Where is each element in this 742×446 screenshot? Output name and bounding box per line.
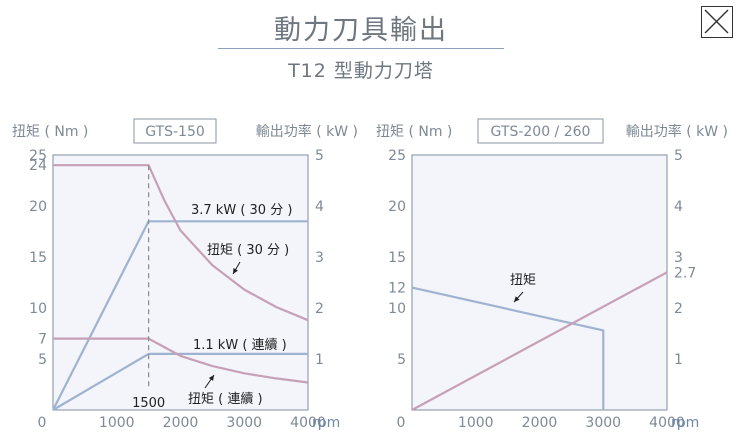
left-tick-label: 25 [29, 148, 47, 164]
left-tick-label: 20 [388, 199, 406, 215]
right-tick-label: 3 [315, 250, 324, 266]
right-tick-label: 1 [674, 352, 683, 368]
x-tick-label: 1000 [99, 415, 135, 431]
plot-area [411, 154, 668, 411]
power-cont-label: 1.1 kW ( 連續 ) [193, 338, 287, 353]
close-button[interactable] [701, 6, 733, 38]
torque-30-arrow-head [233, 268, 238, 274]
chart-panel-2: 扭矩 ( Nm ) GTS-200 / 260 輸出功率 ( kW )2520151… [376, 118, 728, 431]
x-unit-label: rpm [671, 415, 699, 431]
left-tick-label: 5 [397, 352, 406, 368]
right-tick-label: 4 [315, 199, 324, 215]
power-30-label: 3.7 kW ( 30 分 ) [191, 203, 292, 218]
torque-30-label: 扭矩 ( 30 分 ) [207, 243, 289, 258]
torque-cont-arrow-head [208, 375, 214, 381]
right-tick-label: 5 [315, 148, 324, 164]
page-title: 動力刀具輸出 [274, 15, 448, 46]
right-tick-label: 5 [674, 148, 683, 164]
x-tick-label: 0 [397, 415, 406, 431]
left-tick-label: 15 [388, 250, 406, 266]
x-tick-label: 0 [38, 415, 47, 431]
x-tick-label: 2000 [522, 415, 558, 431]
left-axis-label: 扭矩 ( Nm ) [12, 124, 88, 140]
series-line [411, 286, 605, 410]
page-subtitle: T12 型動力刀塔 [288, 60, 434, 82]
x-tick-label: 4000 [649, 415, 685, 431]
base-speed-label: 1500 [132, 396, 165, 411]
torque-cont-label: 扭矩 ( 連續 ) [188, 392, 263, 407]
model-label: GTS-200 / 260 [491, 124, 591, 140]
x-tick-label: 2000 [163, 415, 199, 431]
model-box [133, 118, 217, 144]
left-tick-label: 24 [29, 158, 47, 174]
x-tick-label: 1000 [458, 415, 494, 431]
right-tick-label: 3 [674, 250, 683, 266]
close-icon [704, 9, 729, 34]
x-tick-label: 3000 [226, 415, 262, 431]
right-tick-label: 1 [315, 352, 324, 368]
left-tick-label: 10 [29, 301, 47, 317]
right-axis-label: 輸出功率 ( kW ) [626, 123, 728, 140]
series-line [411, 271, 668, 411]
right-tick-label: 2.7 [674, 265, 696, 281]
left-tick-label: 12 [388, 281, 406, 297]
right-tick-label: 2 [315, 301, 324, 317]
right-tick-label: 4 [674, 199, 683, 215]
model-box [477, 118, 604, 144]
left-tick-label: 5 [38, 352, 47, 368]
right-tick-label: 2 [674, 301, 683, 317]
chart-panel-1: 扭矩 ( Nm ) GTS-150 輸出功率 ( kW )2524201510755… [12, 118, 358, 431]
x-tick-label: 4000 [290, 415, 326, 431]
left-tick-label: 15 [29, 250, 47, 266]
right-axis-label: 輸出功率 ( kW ) [256, 123, 358, 140]
series-line [53, 164, 309, 322]
left-axis-label: 扭矩 ( Nm ) [376, 124, 452, 140]
x-unit-label: rpm [312, 415, 340, 431]
title-divider [218, 48, 504, 49]
series-line [52, 352, 308, 411]
x-tick-label: 3000 [585, 415, 621, 431]
left-tick-label: 25 [388, 148, 406, 164]
torque-arrow-head [514, 296, 520, 302]
model-label: GTS-150 [145, 124, 205, 140]
torque-label: 扭矩 [510, 273, 536, 288]
left-tick-label: 20 [29, 199, 47, 215]
left-tick-label: 7 [38, 332, 47, 348]
left-tick-label: 10 [388, 301, 406, 317]
plot-area [52, 154, 309, 411]
